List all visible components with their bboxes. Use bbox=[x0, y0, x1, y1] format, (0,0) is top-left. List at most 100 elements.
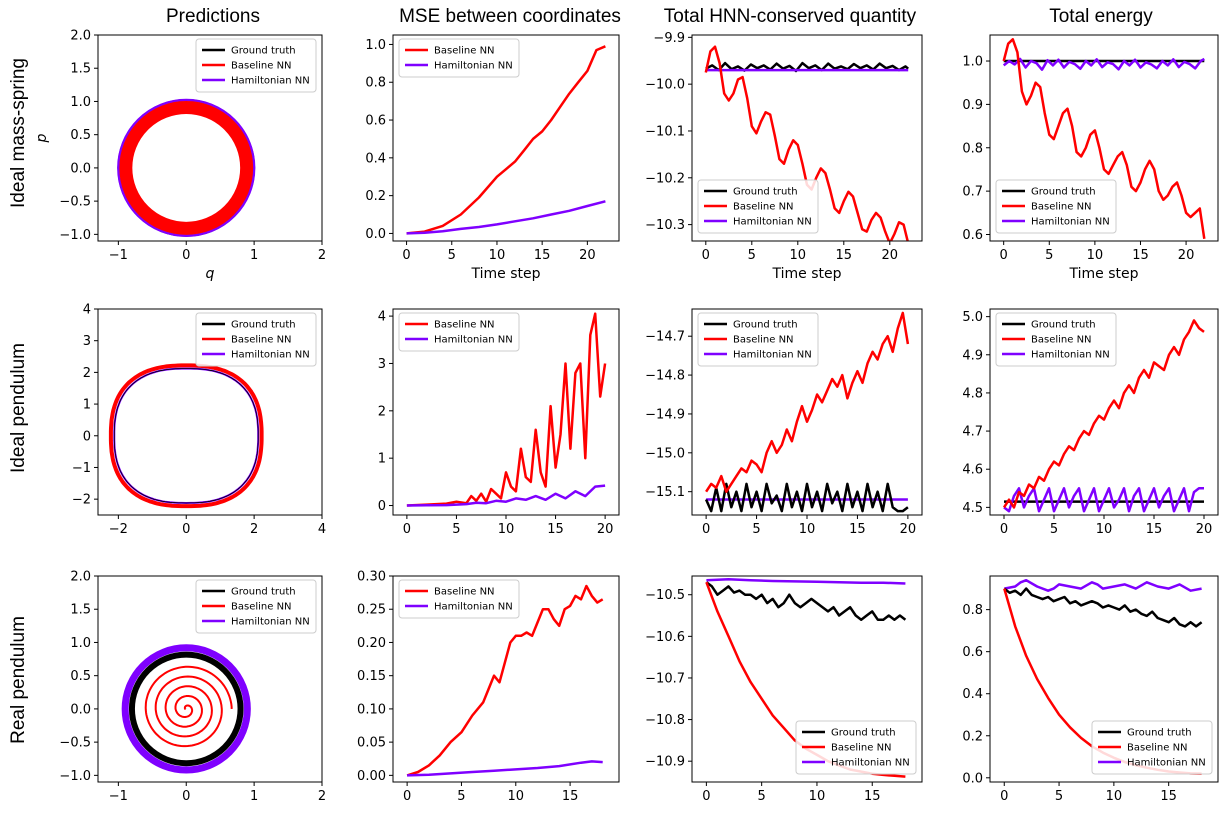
panel-r0c3: 0 5 10 15 20 0.6 0.7 0.8 0.9 1.0 Time step Ground t… bbox=[962, 34, 1219, 282]
panel-r0c1-ytick-label: 0.2 bbox=[365, 189, 386, 204]
row-label-real-pendulum: Real pendulum bbox=[8, 616, 29, 744]
panel-r0c0-ytick-label: 1.0 bbox=[70, 95, 91, 110]
panel-r0c1-plot-area bbox=[406, 45, 606, 235]
panel-r1c0-frame bbox=[97, 308, 323, 516]
panel-r1c3-ytick-label: 4.9 bbox=[962, 348, 983, 363]
panel-r2c3-series-hamiltonian-nn bbox=[1004, 578, 1202, 592]
panel-r2c1-ytick-label: 0.05 bbox=[357, 736, 386, 751]
panel-r1c3-legend-box bbox=[995, 312, 1117, 367]
panel-r2c3-legend-label-ground-truth: Ground truth bbox=[1127, 728, 1192, 739]
panel-r1c0-legend: Ground truth Baseline NN Hamiltonian NN bbox=[195, 312, 317, 367]
panel-r2c3-legend-label-hamiltonian-nn: Hamiltonian NN bbox=[1127, 758, 1206, 769]
panel-r0c1-ytick-label: 0.0 bbox=[365, 227, 386, 242]
panel-r0c2-xlabel: Time step bbox=[772, 266, 842, 282]
panel-r0c0-ytick-label: 1.5 bbox=[70, 62, 91, 77]
panel-r0c2-ytick-label: −10.1 bbox=[645, 124, 685, 139]
panel-r0c0-ytick-label: −0.5 bbox=[59, 195, 91, 210]
panel-r0c1-xlabel: Time step bbox=[471, 266, 541, 282]
panel-r0c1-legend-label-hamiltonian-nn: Hamiltonian NN bbox=[434, 61, 513, 72]
panel-r2c0-xtick-label: 2 bbox=[318, 789, 326, 804]
panel-r0c3-series-baseline-nn bbox=[1002, 38, 1206, 239]
panel-r0c0-legend-box bbox=[195, 38, 317, 93]
panel-r2c2-series-ground-truth bbox=[705, 581, 907, 621]
panel-r1c0-ytick-label: −2 bbox=[72, 493, 91, 508]
panel-r0c0-legend: Ground truth Baseline NN Hamiltonian NN bbox=[195, 38, 317, 93]
panel-r2c0-ytick-label: −1.0 bbox=[59, 769, 91, 784]
panel-r2c3-series-ground-truth bbox=[1003, 587, 1203, 628]
panel-r0c0-ytick-label: 0.5 bbox=[70, 128, 91, 143]
panel-r2c1-legend-box bbox=[398, 579, 520, 619]
panel-r2c1-ytick-label: 0.10 bbox=[357, 702, 386, 717]
panel-r1c2-xtick-label: 10 bbox=[799, 522, 816, 537]
panel-r0c1-legend: Baseline NN Hamiltonian NN bbox=[398, 38, 520, 78]
panel-r1c2-ytick-label: −14.7 bbox=[645, 330, 685, 345]
panel-r2c0-ytick-label: 2.0 bbox=[70, 570, 91, 585]
panel-r2c3-legend: Ground truth Baseline NN Hamiltonian NN bbox=[1091, 720, 1213, 775]
panel-r2c2-legend-label-baseline-nn: Baseline NN bbox=[831, 743, 892, 754]
panel-r2c2-xtick-label: 15 bbox=[864, 789, 881, 804]
panel-r2c2-ytick-label: −10.9 bbox=[645, 755, 685, 770]
panel-r0c1-frame bbox=[392, 34, 620, 242]
panel-r2c3-legend-label-baseline-nn: Baseline NN bbox=[1127, 743, 1188, 754]
panel-r0c0-frame bbox=[97, 34, 323, 242]
panel-r1c2-legend-box bbox=[697, 312, 819, 367]
panel-r1c2-xtick-label: 15 bbox=[849, 522, 866, 537]
panel-r1c0-series-ground-truth bbox=[113, 368, 259, 504]
panel-r0c3-ytick-label: 0.6 bbox=[962, 228, 983, 243]
panel-r2c3-ytick-label: 0.2 bbox=[962, 729, 983, 744]
panel-r0c3-legend-box bbox=[995, 179, 1117, 234]
panel-r2c0-xtick-label: 1 bbox=[250, 789, 258, 804]
panel-r1c0-xtick-label: −2 bbox=[109, 522, 128, 537]
panel-r1c2-xtick-label: 5 bbox=[752, 522, 760, 537]
panel-r1c0-plot-area bbox=[108, 363, 264, 509]
panel-r1c2-legend-label-ground-truth: Ground truth bbox=[733, 320, 798, 331]
panel-r1c0-legend-label-baseline-nn: Baseline NN bbox=[231, 335, 292, 346]
panel-r2c1-frame bbox=[392, 575, 620, 783]
panel-r1c0-legend-label-hamiltonian-nn: Hamiltonian NN bbox=[231, 350, 310, 361]
panel-r2c3-legend-box bbox=[1091, 720, 1213, 775]
panel-r1c0-series-baseline-nn bbox=[108, 363, 264, 509]
panel-r0c0-legend-label-baseline-nn: Baseline NN bbox=[231, 61, 292, 72]
panel-r0c0-legend-label-ground-truth: Ground truth bbox=[231, 46, 296, 57]
panel-r1c2-ytick-label: −14.9 bbox=[645, 407, 685, 422]
panel-r2c3: 0 5 10 15 0.0 0.2 0.4 0.6 0.8 Ground truth Baselin… bbox=[962, 575, 1219, 804]
panel-r1c1-ytick-label: 4 bbox=[378, 310, 386, 325]
panel-r0c0-xlabel: q bbox=[206, 266, 215, 282]
panel-r2c3-ytick-label: 0.8 bbox=[962, 603, 983, 618]
panel-r0c1-xtick-label: 20 bbox=[579, 248, 596, 263]
panel-r2c2-legend-box bbox=[795, 720, 917, 775]
panel-r1c2: 0 5 10 15 20 −15.1 −15.0 −14.9 −14.8 −14.7 Ground … bbox=[645, 308, 923, 537]
panel-r0c2-ytick-label: −9.9 bbox=[653, 31, 685, 46]
panel-r2c1-xtick-label: 15 bbox=[562, 789, 579, 804]
panel-r1c1-series-hamiltonian-nn bbox=[406, 484, 606, 507]
panel-r1c2-ytick-label: −15.0 bbox=[645, 446, 685, 461]
panel-r1c3-legend: Ground truth Baseline NN Hamiltonian NN bbox=[995, 312, 1117, 367]
panel-r0c0-plot-area bbox=[117, 98, 256, 238]
panel-r2c1-ytick-label: 0.25 bbox=[357, 603, 386, 618]
panel-r0c0-xtick-label: 0 bbox=[182, 248, 190, 263]
panel-r1c2-legend-label-baseline-nn: Baseline NN bbox=[733, 335, 794, 346]
panel-r0c1-xtick-label: 5 bbox=[448, 248, 456, 263]
panel-r2c0-ytick-label: 0.5 bbox=[70, 669, 91, 684]
panel-r2c0-plot-area bbox=[121, 644, 251, 774]
panel-r0c3-xtick-label: 10 bbox=[1087, 248, 1104, 263]
panel-r0c3-xtick-label: 20 bbox=[1178, 248, 1195, 263]
panel-r1c1-legend-box bbox=[398, 312, 520, 352]
panel-r0c2-xtick-label: 15 bbox=[836, 248, 853, 263]
panel-r2c2-ytick-label: −10.7 bbox=[645, 671, 685, 686]
panel-r2c1-xtick-label: 10 bbox=[508, 789, 525, 804]
panel-r1c3-xtick-label: 10 bbox=[1096, 522, 1113, 537]
panel-r1c1-xtick-label: 5 bbox=[452, 522, 460, 537]
column-title-predictions: Predictions bbox=[166, 6, 260, 27]
column-title-hnn-quantity: Total HNN-conserved quantity bbox=[664, 6, 917, 27]
panel-r2c0-series-ground-truth bbox=[128, 651, 244, 767]
panel-r2c3-frame bbox=[989, 575, 1219, 783]
panel-r2c0-legend-label-hamiltonian-nn: Hamiltonian NN bbox=[231, 617, 310, 628]
panel-r1c0-ytick-label: −1 bbox=[72, 461, 91, 476]
panel-r0c0-legend-label-hamiltonian-nn: Hamiltonian NN bbox=[231, 76, 310, 87]
panel-r2c0-series-hamiltonian-nn bbox=[121, 644, 251, 774]
panel-r2c2-xtick-label: 0 bbox=[702, 789, 710, 804]
panel-r0c3-xtick-label: 0 bbox=[1000, 248, 1008, 263]
column-title-mse: MSE between coordinates bbox=[399, 6, 621, 27]
